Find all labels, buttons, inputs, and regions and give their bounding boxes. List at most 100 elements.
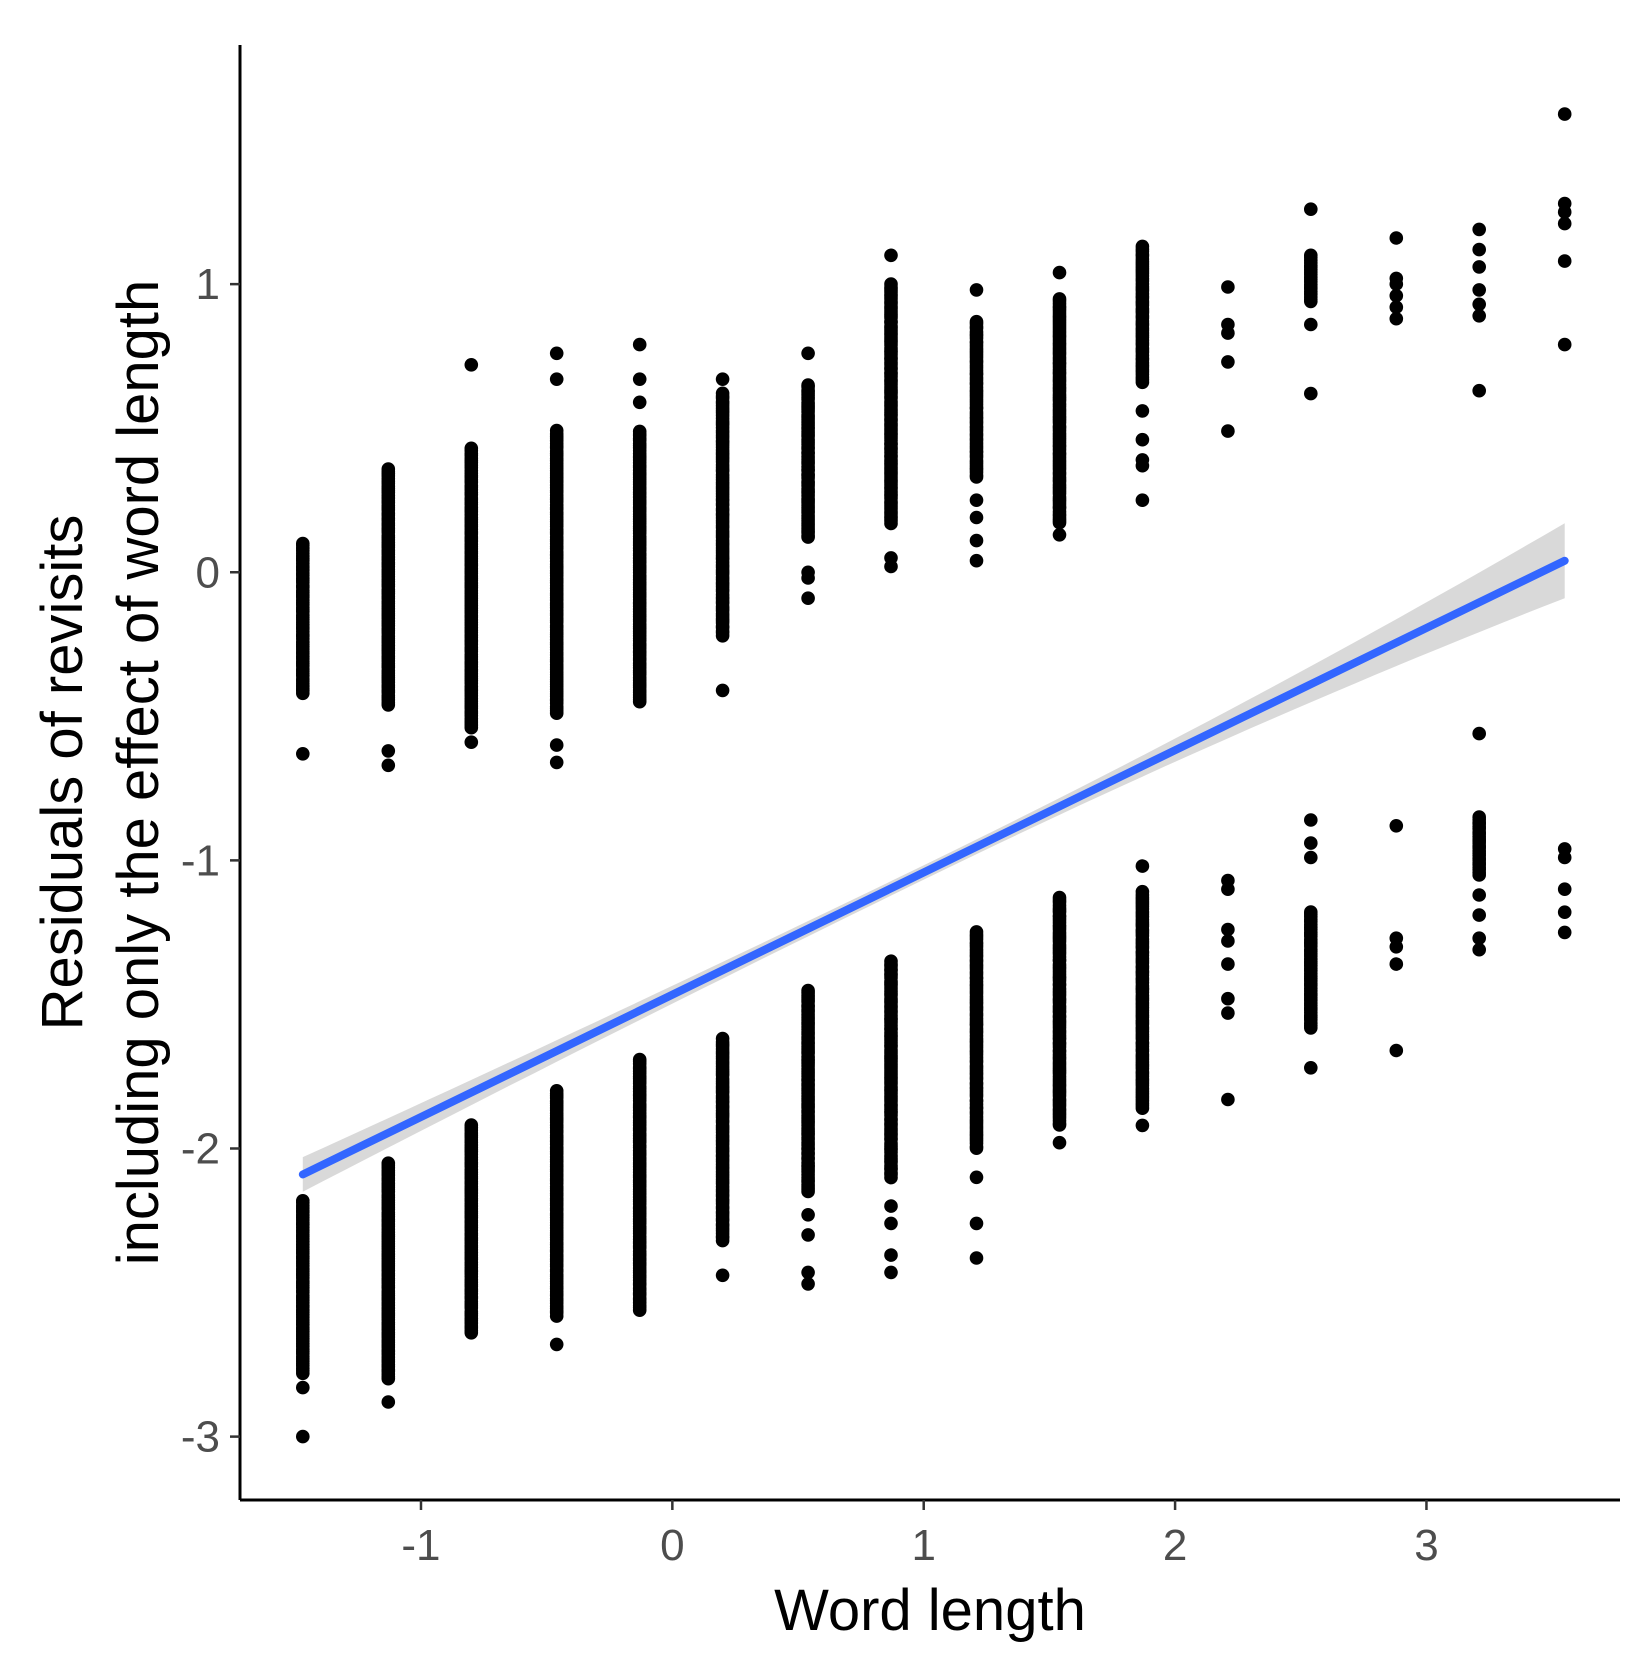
data-point (1557, 205, 1572, 219)
data-point (884, 248, 898, 263)
x-tick-label: 0 (660, 1521, 684, 1570)
data-point (1472, 931, 1486, 945)
data-point (1221, 882, 1235, 896)
data-point (1557, 850, 1572, 865)
data-point (1472, 942, 1486, 957)
data-point (1221, 1006, 1235, 1020)
data-point (884, 1265, 898, 1280)
data-point (1472, 283, 1486, 297)
data-point (549, 1084, 564, 1098)
data-point (464, 358, 479, 372)
x-tick-label: 3 (1414, 1521, 1438, 1570)
data-point (549, 755, 564, 770)
data-point (884, 1248, 898, 1262)
x-tick-label: 2 (1163, 1521, 1187, 1570)
data-point (969, 510, 984, 525)
data-point (1135, 859, 1150, 873)
data-point (1221, 957, 1235, 971)
data-point (632, 372, 647, 387)
data-point (1389, 311, 1404, 326)
y-tick-label: -1 (181, 836, 220, 885)
points-layer (296, 107, 1572, 1444)
data-point (1389, 1043, 1404, 1058)
data-point (381, 462, 396, 476)
data-point (1389, 957, 1404, 971)
data-point (1304, 202, 1318, 216)
data-point (632, 1052, 647, 1067)
data-point (884, 277, 898, 291)
data-point (1472, 888, 1486, 902)
data-point (1304, 813, 1318, 827)
x-axis-title: Word length (774, 1578, 1086, 1643)
data-point (1221, 326, 1235, 340)
data-point (969, 533, 984, 548)
data-point (801, 591, 815, 605)
data-point (632, 395, 647, 410)
data-point (1472, 222, 1486, 237)
data-point (296, 536, 310, 551)
data-point (1389, 819, 1404, 833)
y-tick-label: -2 (181, 1124, 220, 1173)
data-point (1304, 850, 1318, 865)
data-point (1221, 1092, 1235, 1107)
data-point (464, 735, 479, 749)
y-tick-label: -3 (181, 1413, 220, 1462)
data-point (296, 747, 310, 761)
data-point (1304, 386, 1318, 401)
data-point (1221, 922, 1235, 937)
data-point (969, 493, 984, 508)
data-point (1052, 528, 1067, 542)
data-point (969, 314, 984, 329)
data-point (1135, 1118, 1150, 1133)
data-point (801, 346, 815, 361)
data-point (801, 571, 815, 585)
data-point (549, 423, 564, 438)
data-point (1472, 309, 1486, 323)
data-point (1221, 355, 1235, 369)
data-point (969, 1251, 984, 1265)
data-point (296, 1429, 310, 1444)
data-point (969, 1216, 984, 1231)
data-point (1221, 991, 1235, 1006)
y-axis-title-line-1: Residuals of revisits (30, 515, 95, 1031)
confidence-band (302, 523, 1565, 1192)
x-tick-label: -1 (401, 1521, 440, 1570)
data-point (1135, 239, 1150, 254)
data-point (1472, 383, 1486, 398)
data-point (1052, 292, 1067, 306)
data-point (1557, 882, 1572, 896)
data-point (296, 1194, 310, 1208)
data-point (381, 744, 396, 758)
data-point (1472, 242, 1486, 257)
data-point (715, 1268, 730, 1283)
data-point (1472, 260, 1486, 274)
data-point (884, 551, 898, 565)
data-point (632, 424, 647, 439)
data-point (1389, 300, 1404, 315)
data-point (1052, 265, 1067, 280)
data-point (1472, 726, 1486, 741)
data-point (884, 1199, 898, 1213)
data-point (1135, 458, 1150, 473)
data-point (1135, 493, 1150, 508)
data-point (715, 372, 730, 387)
data-point (1052, 1135, 1067, 1150)
data-point (1304, 836, 1318, 850)
data-point (1389, 940, 1404, 954)
data-point (632, 337, 647, 352)
data-point (1135, 432, 1150, 447)
data-point (1304, 905, 1318, 919)
data-point (884, 954, 898, 968)
data-point (1472, 810, 1486, 824)
data-point (801, 378, 815, 392)
data-point (1221, 280, 1235, 294)
data-point (969, 553, 984, 568)
data-point (715, 386, 730, 401)
data-point (1304, 1061, 1318, 1075)
data-point (1135, 404, 1150, 418)
data-point (1557, 254, 1572, 268)
data-point (969, 925, 984, 939)
data-point (969, 1170, 984, 1185)
data-point (1221, 934, 1235, 948)
data-point (801, 1277, 815, 1291)
